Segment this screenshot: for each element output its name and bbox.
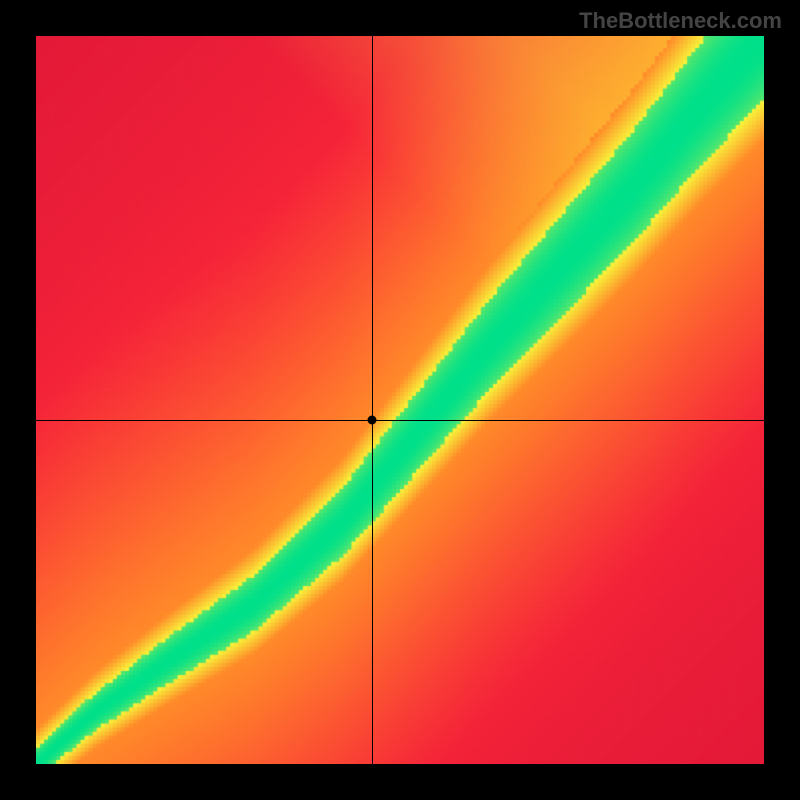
crosshair-vertical [372,36,373,764]
heatmap-canvas [36,36,764,764]
crosshair-marker [368,416,377,425]
watermark-text: TheBottleneck.com [579,8,782,34]
chart-container: TheBottleneck.com [0,0,800,800]
crosshair-horizontal [36,420,764,421]
plot-area [36,36,764,764]
